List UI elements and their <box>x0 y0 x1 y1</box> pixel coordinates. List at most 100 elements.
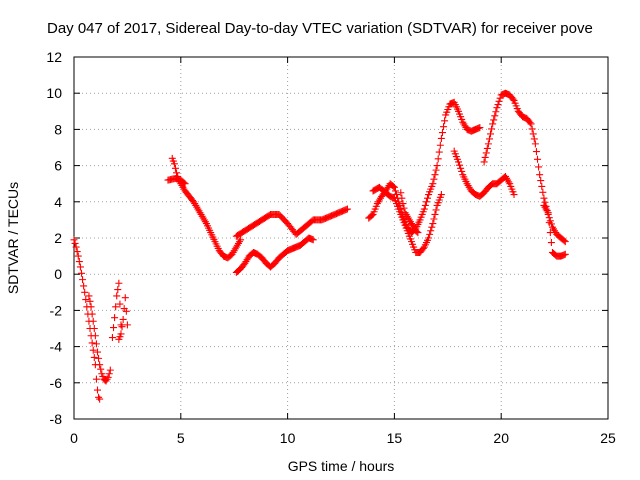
data-point <box>561 238 569 246</box>
data-point <box>70 236 78 244</box>
data-point <box>457 164 465 172</box>
data-point <box>527 120 535 128</box>
data-point <box>104 373 112 381</box>
series-seg-i <box>365 98 484 237</box>
data-point <box>89 346 97 354</box>
data-point <box>97 365 105 373</box>
data-point <box>80 282 88 290</box>
data-point <box>96 361 104 369</box>
data-point <box>73 248 81 256</box>
data-point <box>490 116 498 124</box>
data-point <box>424 194 432 202</box>
data-point <box>547 239 555 247</box>
y-tick-label: 4 <box>54 194 62 210</box>
series-seg-c <box>108 279 125 342</box>
y-tick-label: 12 <box>46 49 62 65</box>
data-point <box>393 191 401 199</box>
data-point <box>483 144 491 152</box>
y-tick-label: 2 <box>54 230 62 246</box>
data-point <box>74 252 82 260</box>
data-point <box>429 220 437 228</box>
data-point <box>92 375 100 383</box>
data-point <box>485 135 493 143</box>
data-point <box>111 314 119 322</box>
chart-title: Day 047 of 2017, Sidereal Day-to-day VTE… <box>47 20 593 37</box>
data-point <box>441 117 449 125</box>
data-point <box>122 307 130 315</box>
data-point <box>75 258 83 266</box>
data-point <box>440 123 448 131</box>
y-tick-label: 10 <box>46 85 62 101</box>
x-axis: 0 5 10 15 20 25 <box>70 57 616 446</box>
data-point <box>437 191 445 199</box>
data-point <box>496 94 504 102</box>
data-point <box>489 120 497 128</box>
data-point <box>398 194 406 202</box>
y-tick-label: -8 <box>50 411 63 427</box>
data-point <box>434 155 442 163</box>
data-point <box>484 140 492 148</box>
data-point <box>389 182 397 190</box>
data-point <box>419 244 427 252</box>
data-point <box>491 112 499 120</box>
data-point <box>480 158 488 166</box>
data-point <box>528 125 536 133</box>
data-point <box>430 215 438 223</box>
data-point <box>116 300 124 308</box>
data-point <box>115 279 123 287</box>
data-point <box>180 179 188 187</box>
data-point <box>81 288 89 296</box>
data-point <box>113 292 121 300</box>
data-point <box>171 164 179 172</box>
data-point <box>540 194 548 202</box>
data-point <box>535 163 543 171</box>
data-point <box>488 125 496 133</box>
data-point <box>117 330 125 338</box>
data-point <box>90 353 98 361</box>
y-tick-label: -2 <box>50 302 63 318</box>
data-point <box>93 348 101 356</box>
data-point <box>181 180 189 188</box>
data-point <box>87 303 95 311</box>
y-tick-label: 8 <box>54 121 62 137</box>
data-point <box>343 205 351 213</box>
data-point <box>90 325 98 332</box>
data-point <box>390 183 398 191</box>
data-point <box>400 204 408 212</box>
data-point <box>72 243 80 251</box>
data-point <box>431 171 439 179</box>
data-point <box>92 340 100 348</box>
data-point <box>82 296 90 304</box>
y-axis: -8 -6 -4 -2 0 2 4 6 8 10 12 <box>46 49 608 427</box>
data-point <box>538 182 546 190</box>
series-seg-d <box>115 294 131 343</box>
data-point <box>476 124 484 132</box>
data-point <box>95 354 103 362</box>
series-seg-h <box>232 234 317 276</box>
data-point <box>309 236 317 244</box>
data-point <box>114 286 122 294</box>
data-point <box>108 334 116 342</box>
data-series <box>70 89 569 403</box>
data-point <box>77 269 85 277</box>
series-seg-f <box>164 174 189 188</box>
data-point <box>368 211 376 219</box>
data-point <box>539 188 547 196</box>
data-point <box>397 189 405 197</box>
data-point <box>509 95 517 103</box>
data-point <box>431 210 439 218</box>
series-seg-l <box>450 147 518 200</box>
data-point <box>237 236 245 244</box>
data-point <box>438 129 446 137</box>
data-point <box>432 206 440 214</box>
data-point <box>546 217 554 225</box>
y-tick-label: 6 <box>54 158 62 174</box>
data-point <box>481 153 489 161</box>
data-point <box>105 370 113 378</box>
data-point <box>492 108 500 116</box>
data-point <box>425 234 433 242</box>
data-point <box>430 175 438 183</box>
data-point <box>427 227 435 235</box>
data-point <box>437 134 445 142</box>
